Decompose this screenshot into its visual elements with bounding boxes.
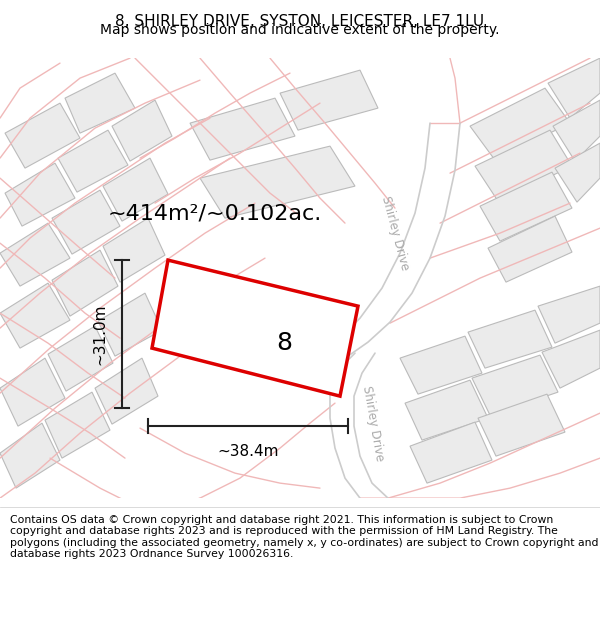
Polygon shape [410,422,492,483]
Polygon shape [48,326,113,391]
Polygon shape [280,70,378,130]
Polygon shape [0,283,70,348]
Text: Shirley Drive: Shirley Drive [360,384,386,462]
Text: ~414m²/~0.102ac.: ~414m²/~0.102ac. [108,203,322,223]
Polygon shape [405,380,488,440]
Polygon shape [480,172,572,241]
Polygon shape [52,190,120,254]
Polygon shape [52,250,118,316]
Polygon shape [190,98,295,160]
Polygon shape [488,216,572,282]
Text: Map shows position and indicative extent of the property.: Map shows position and indicative extent… [100,23,500,37]
Text: ~31.0m: ~31.0m [92,303,107,365]
Polygon shape [200,146,355,218]
Polygon shape [5,163,75,226]
Polygon shape [112,100,172,161]
Polygon shape [538,286,600,343]
Polygon shape [478,394,565,456]
Polygon shape [400,336,482,394]
Polygon shape [5,103,80,168]
Polygon shape [0,223,70,286]
Text: Shirley Drive: Shirley Drive [379,194,411,272]
Polygon shape [472,355,558,415]
Polygon shape [152,260,358,396]
Polygon shape [468,310,552,368]
Polygon shape [98,293,162,356]
Text: ~38.4m: ~38.4m [217,444,279,459]
Polygon shape [542,330,600,388]
Polygon shape [0,358,65,426]
Polygon shape [58,130,128,192]
Polygon shape [470,88,570,160]
Polygon shape [555,143,600,202]
Polygon shape [103,218,165,282]
Polygon shape [45,392,110,458]
Text: 8, SHIRLEY DRIVE, SYSTON, LEICESTER, LE7 1LU: 8, SHIRLEY DRIVE, SYSTON, LEICESTER, LE7… [115,14,485,29]
Polygon shape [553,100,600,161]
Polygon shape [103,158,168,221]
Polygon shape [548,58,600,118]
Text: 8: 8 [277,331,293,354]
Polygon shape [95,358,158,424]
Polygon shape [0,423,60,488]
Polygon shape [475,130,572,201]
Text: Contains OS data © Crown copyright and database right 2021. This information is : Contains OS data © Crown copyright and d… [10,514,599,559]
Polygon shape [65,73,135,133]
